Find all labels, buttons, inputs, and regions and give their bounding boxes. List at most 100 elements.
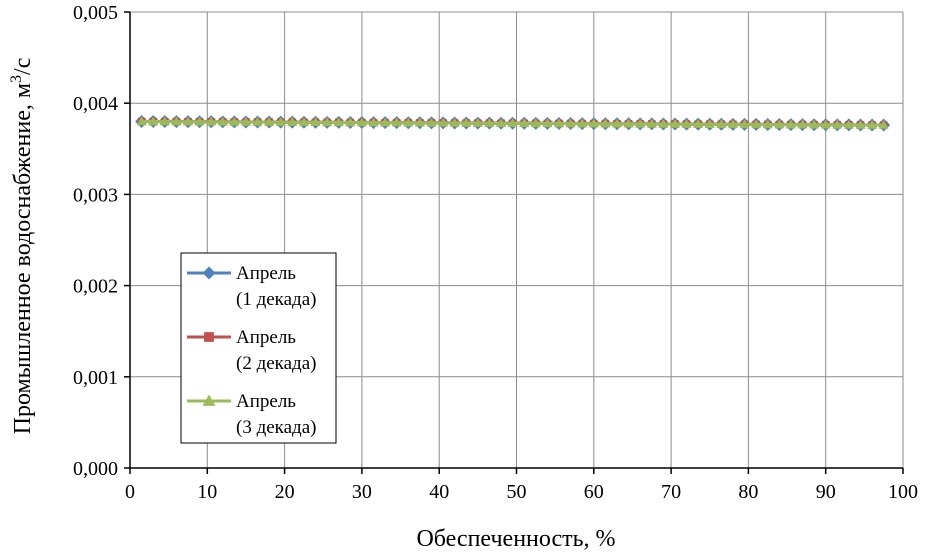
series-3-point-31 [496,118,507,127]
series-3-point-33 [519,118,530,128]
series-3-point-61 [843,119,854,129]
series-3-point-48 [693,119,704,128]
series-3-point-10 [252,117,263,126]
legend-label-1-line1: Апрель [236,263,296,284]
series-3-point-47 [681,119,692,128]
y-tick-labels: 0,000 0,001 0,002 0,003 0,004 0,005 [73,2,118,480]
series-3-point-12 [275,117,286,126]
y-axis-title-main: Промышленное водоснабжение, м [10,83,36,434]
y-axis-title-tail: /с [10,58,36,75]
x-tick-label-4: 40 [429,481,449,503]
series-3-point-13 [287,117,298,126]
series-3-point-7 [217,116,228,126]
series-3-point-60 [832,119,843,129]
series-3-point-24 [414,117,425,127]
series-3-point-22 [391,117,402,127]
series-3-point-15 [310,117,321,127]
legend-swatch-marker-1 [202,266,216,280]
y-tick-label-3: 0,003 [73,184,118,206]
legend-label-3-line1: Апрель [236,391,296,412]
series-3-point-41 [611,118,622,128]
series-3-point-57 [797,119,808,129]
series-3-point-51 [727,119,738,129]
series-3-point-58 [809,119,820,129]
series-3-point-0 [136,116,147,126]
series-3-point-23 [403,117,414,127]
y-tick-label-5: 0,005 [73,2,118,24]
series-3-point-45 [658,118,669,128]
series-3-point-27 [449,117,460,127]
series-3-point-37 [565,118,576,128]
series-3-point-63 [867,119,878,129]
series-3-point-29 [472,118,483,127]
series-3 [136,116,889,129]
x-tick-label-8: 80 [738,481,758,503]
series-3-point-46 [669,119,680,128]
series-3-point-19 [356,117,367,127]
x-tick-label-0: 0 [125,481,135,503]
series-3-point-38 [577,118,588,128]
series-3-point-16 [322,117,333,127]
series-3-point-62 [855,119,866,129]
series-3-point-5 [194,116,205,126]
grid [130,11,904,468]
x-tick-label-6: 60 [584,481,604,503]
x-tick-label-1: 10 [197,481,217,503]
y-tick-label-1: 0,001 [73,367,118,389]
series-3-point-36 [554,118,565,128]
series-3-point-35 [542,118,553,128]
axes [124,11,904,474]
series-3-point-28 [461,118,472,127]
series-3-point-11 [264,117,275,126]
legend-label-2-line2: (2 декада) [236,353,316,374]
legend-box [180,252,337,444]
y-tick-label-2: 0,002 [73,276,118,298]
series-3-point-34 [530,118,541,128]
series-3-point-54 [762,119,773,129]
x-tick-label-10: 100 [888,481,918,503]
series-3-point-30 [484,118,495,127]
series-3-point-32 [507,118,518,127]
series-3-point-52 [739,119,750,129]
series-3-point-4 [182,116,193,126]
y-tick-label-4: 0,004 [73,93,118,115]
series-3-point-14 [298,117,309,126]
y-axis-title-sup: 3 [8,75,25,83]
legend: Апрель (1 декада) Апрель (2 декада) Апрель (3… [180,252,337,444]
y-tick-label-0: 0,000 [73,458,118,480]
series-3-point-2 [159,116,170,126]
series-3-point-55 [774,119,785,129]
series-3-point-40 [600,118,611,128]
series-3-point-39 [588,118,599,128]
series-3-point-49 [704,119,715,128]
x-tick-label-3: 30 [352,481,372,503]
series-3-point-50 [716,119,727,129]
series-3-point-3 [171,116,182,126]
series-3-point-59 [820,119,831,129]
series-3-point-17 [333,117,344,127]
legend-label-2-line1: Апрель [236,327,296,348]
series-3-point-9 [240,116,251,126]
x-axis-title: Обеспеченность, % [416,526,615,552]
series-3-point-26 [438,117,449,127]
series-3-point-1 [148,116,159,126]
series-3-point-64 [878,120,889,129]
series-3-point-43 [635,118,646,128]
legend-label-3-line2: (3 декада) [236,417,316,438]
series-3-point-21 [380,117,391,127]
series-3-point-6 [206,116,217,126]
series-3-point-42 [623,118,634,128]
series-3-point-20 [368,117,379,127]
series-3-point-8 [229,116,240,126]
x-tick-label-9: 90 [816,481,836,503]
series-3-point-53 [751,119,762,129]
legend-swatch-marker-3 [202,394,216,406]
series-group [135,114,891,132]
series-3-point-18 [345,117,356,127]
x-tick-label-2: 20 [275,481,295,503]
x-tick-label-7: 70 [661,481,681,503]
y-axis-title: Промышленное водоснабжение, м3/с [8,58,36,435]
x-tick-labels: 0 10 20 30 40 50 60 70 80 90 100 [125,481,918,503]
series-3-point-25 [426,117,437,127]
